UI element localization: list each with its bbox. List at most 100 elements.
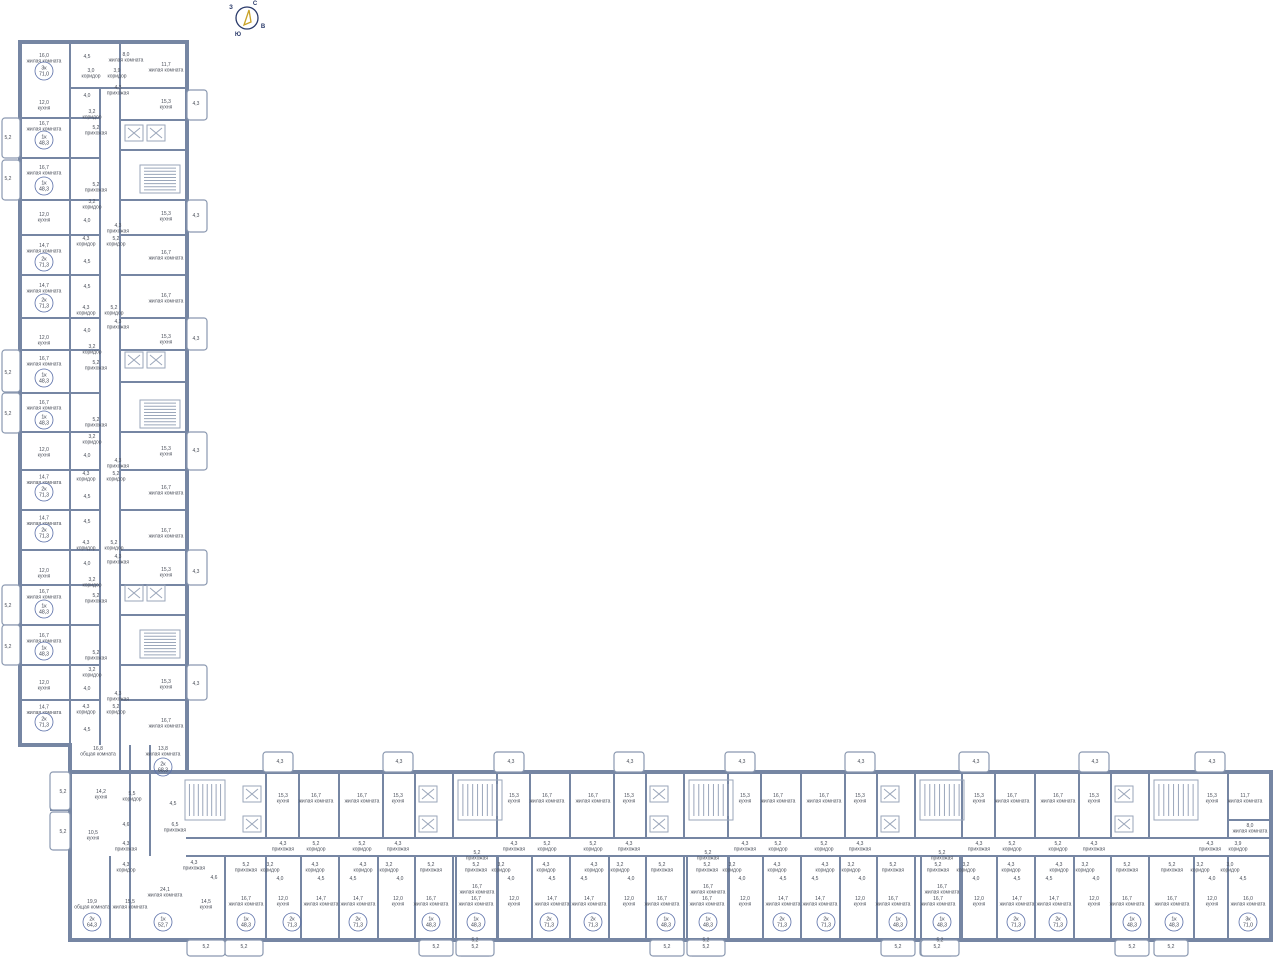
room-area: 4,3 — [543, 862, 550, 868]
room-label: 15,3 кухня — [508, 793, 521, 805]
room-area: 15,3 — [161, 567, 171, 573]
apartment-ring — [34, 368, 54, 388]
room-area: 4,3 — [280, 841, 287, 847]
room-area: 3,2 — [89, 344, 96, 350]
room-area: 4,3 — [511, 841, 518, 847]
balcony — [418, 939, 454, 957]
room-label: 4,0 — [277, 876, 284, 882]
room-label: 5,2 — [5, 644, 12, 650]
room-area: 4,3 — [857, 841, 864, 847]
room-area: 12,0 — [1089, 896, 1099, 902]
room-type: прихожая — [651, 868, 674, 874]
stair-well — [1153, 779, 1199, 821]
apartment-rooms: 2к — [546, 917, 552, 923]
room-area: 4,3 — [396, 759, 403, 765]
stairs — [1153, 779, 1199, 821]
room-type: кухня — [160, 217, 173, 223]
room-label: 4,3 — [277, 759, 284, 765]
room-label: 16,7 жилая комната — [345, 793, 380, 805]
room-area: 5,2 — [1055, 841, 1062, 847]
room-label: 12,0 кухня — [38, 680, 51, 692]
room-label: 3,2 коридор — [1190, 862, 1209, 874]
room-area: 16,7 — [39, 633, 49, 639]
room-label: 3,2 коридор — [82, 199, 101, 211]
room-label: 5,2 — [60, 789, 67, 795]
stairs — [139, 629, 181, 659]
compass-north: С — [253, 1, 258, 7]
apartment-rooms: 2к — [41, 298, 47, 304]
compass: З С В Ю — [229, 1, 266, 38]
room-label: 3,2 коридор — [82, 344, 101, 356]
room-type: прихожая — [235, 868, 258, 874]
room-type: коридор — [306, 847, 325, 853]
apartment-rooms: 2к — [1055, 917, 1061, 923]
room-type: прихожая — [107, 464, 130, 470]
room-type: кухня — [508, 799, 521, 805]
room-type: коридор — [1220, 868, 1239, 874]
room-type: коридор — [1075, 868, 1094, 874]
room-area: 16,7 — [773, 793, 783, 799]
room-label: 16,7 жилая комната — [229, 896, 264, 908]
room-label: 16,7 жилая комната — [27, 356, 62, 368]
room-label: 14,7 жилая комната — [27, 475, 62, 487]
room-label: 3,2 коридор — [260, 862, 279, 874]
room-label: 5,2 прихожая — [85, 360, 108, 372]
room-area: 16,7 — [426, 896, 436, 902]
apartment-rooms: 2к — [89, 917, 95, 923]
apartment-area: 71,3 — [39, 304, 49, 310]
apartment-ring — [34, 599, 54, 619]
apartment-rooms: 1к — [41, 646, 47, 652]
room-area: 4,0 — [739, 876, 746, 882]
apartment-ring — [1164, 912, 1184, 932]
room-area: 3,2 — [617, 862, 624, 868]
room-area: 3,2 — [729, 862, 736, 868]
apartment-area: 71,3 — [821, 923, 831, 929]
room-label: 4,3 — [193, 448, 200, 454]
room-label: 4,0 — [84, 93, 91, 99]
room-label: 5,2 — [472, 944, 479, 950]
room-label: 4,3 — [1209, 759, 1216, 765]
room-area: 4,3 — [123, 841, 130, 847]
room-label: 3,2 коридор — [491, 862, 510, 874]
room-area: 3,9 — [114, 68, 121, 74]
room-label: 16,7 жилая комната — [149, 293, 184, 305]
balcony — [1, 349, 21, 393]
room-label: 4,3 — [396, 759, 403, 765]
room-type: жилая комната — [27, 639, 62, 645]
elevator-icon — [1117, 818, 1131, 830]
room-label: 5,5 коридор — [122, 791, 141, 803]
room-type: жилая комната — [876, 902, 911, 908]
room-type: жилая комната — [645, 902, 680, 908]
room-label: 5,2 коридор — [306, 841, 325, 853]
room-area: 5,5 — [129, 791, 136, 797]
apartment-area: 71,3 — [39, 723, 49, 729]
room-area: 4,3 — [115, 319, 122, 325]
room-label: 24,1 жилая комната — [148, 887, 183, 899]
room-area: 5,2 — [472, 938, 479, 944]
room-area: 5,2 — [473, 862, 480, 868]
room-label: 4,3 коридор — [76, 704, 95, 716]
room-area: 4,5 — [84, 727, 91, 733]
room-type: коридор — [584, 868, 603, 874]
room-label: 5,2 коридор — [1002, 841, 1021, 853]
room-type: жилая комната — [341, 902, 376, 908]
room-label: 5,2 прихожая — [931, 850, 954, 862]
apartment-area: 71,3 — [287, 923, 297, 929]
room-type: прихожая — [618, 847, 641, 853]
room-area: 4,3 — [193, 213, 200, 219]
room-area: 11,7 — [161, 62, 171, 68]
room-label: 16,8 общая комната — [80, 746, 116, 758]
room-label: 16,7 жилая комната — [530, 793, 565, 805]
room-type: коридор — [305, 868, 324, 874]
room-type: кухня — [38, 341, 51, 347]
room-type: жилая комната — [535, 902, 570, 908]
room-area: 4,3 — [191, 860, 198, 866]
elevator-shaft — [146, 351, 166, 369]
room-area: 16,7 — [357, 793, 367, 799]
room-area: 5,2 — [5, 603, 12, 609]
stairs — [919, 779, 965, 821]
room-area: 3,2 — [89, 577, 96, 583]
room-type: коридор — [104, 546, 123, 552]
room-label: 12,0 кухня — [38, 447, 51, 459]
